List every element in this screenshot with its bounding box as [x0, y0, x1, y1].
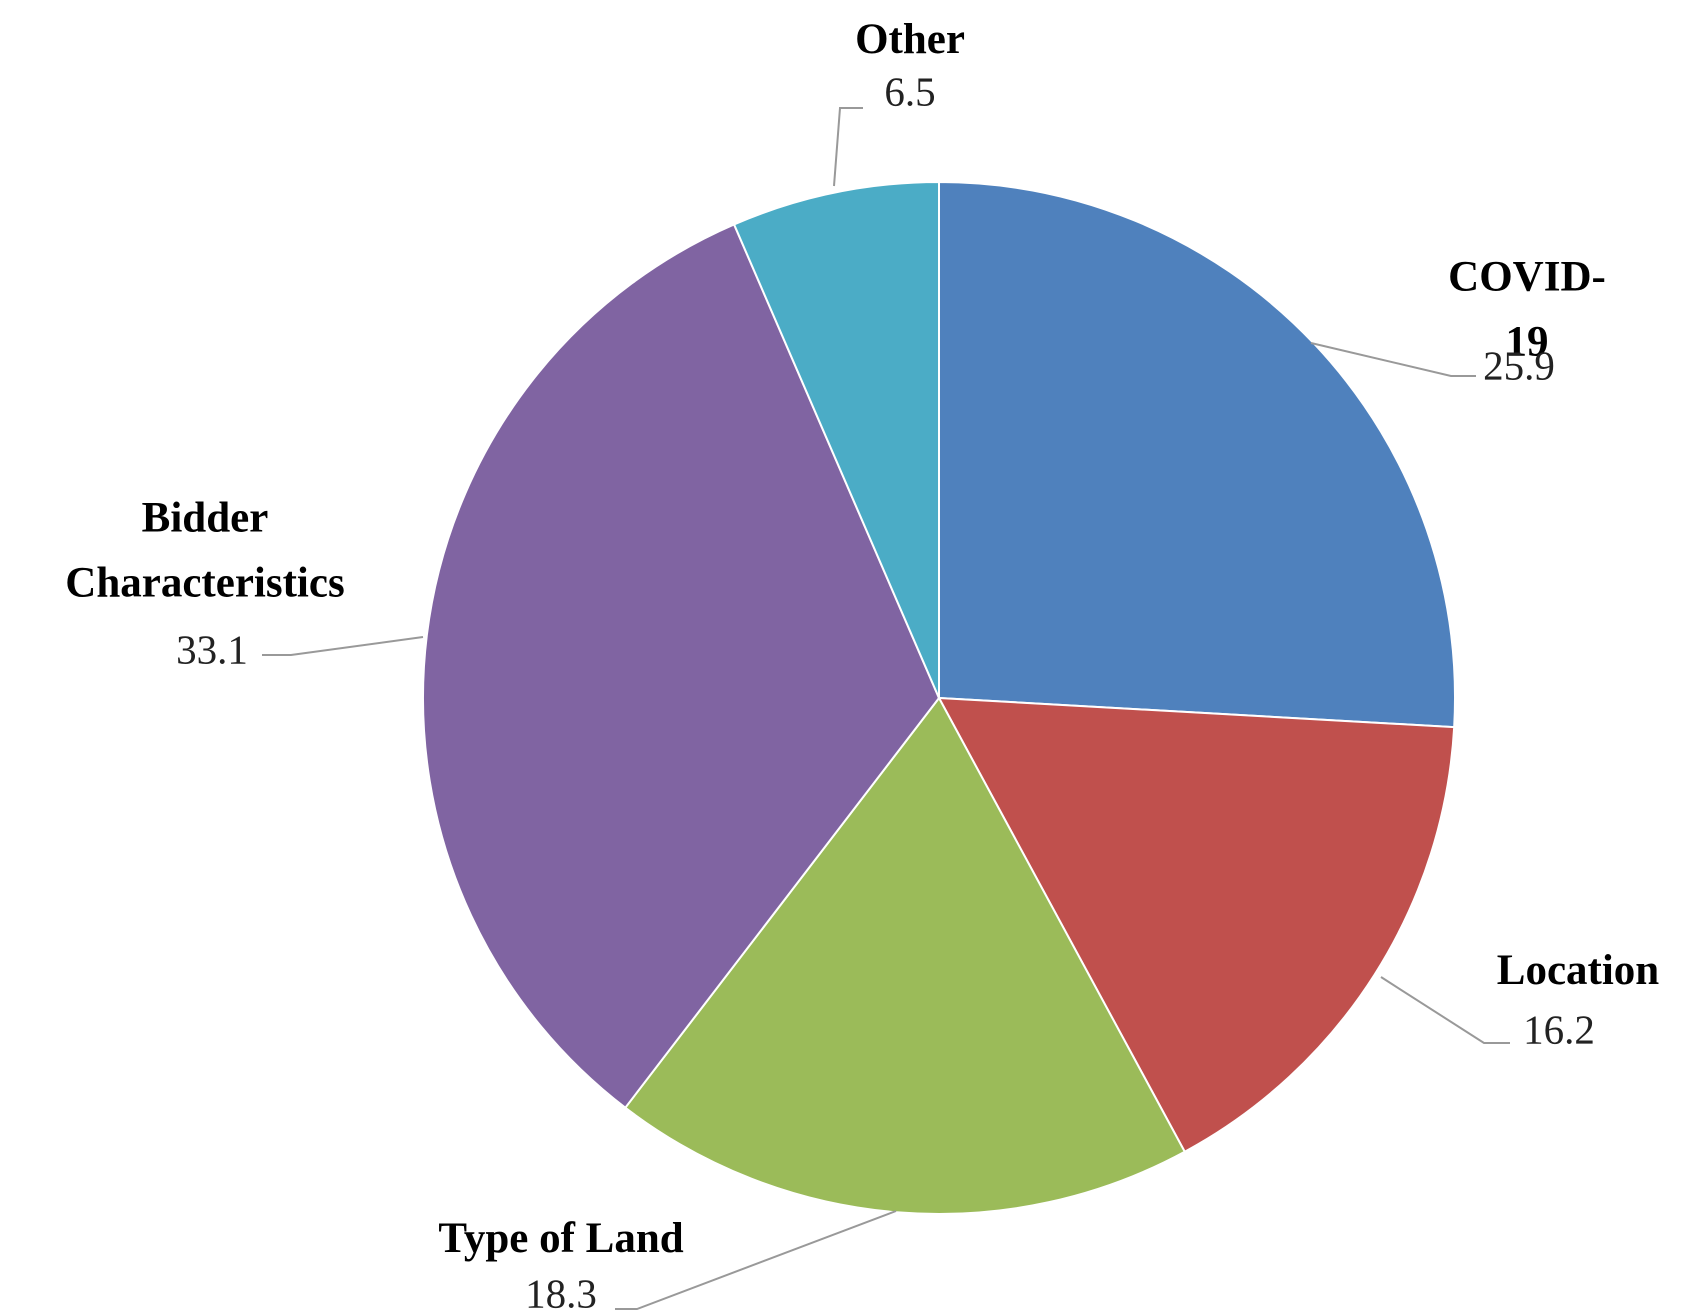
pie-slice: [938, 180, 1456, 729]
slice-label: Other: [855, 15, 965, 63]
value-label: 16.2: [1523, 1006, 1595, 1053]
pie-slice: [623, 696, 1187, 1215]
slice-label: COVID-19: [1448, 253, 1606, 366]
pie-slice: [422, 223, 941, 1110]
value-label: 18.3: [525, 1270, 597, 1314]
leader-line: [615, 1210, 897, 1310]
leader-line: [262, 636, 424, 656]
pie-slice: [937, 696, 1456, 1154]
value-label: 25.9: [1483, 342, 1555, 389]
slice-label: Type of Land: [438, 1214, 684, 1262]
leader-line: [1310, 342, 1476, 377]
value-label: 6.5: [884, 68, 936, 115]
value-label: 33.1: [176, 626, 248, 673]
slice-label: Bidder Characteristics: [65, 494, 345, 607]
leader-line: [833, 107, 863, 187]
pie-slice: [732, 180, 940, 699]
slice-label: Location: [1496, 946, 1660, 994]
leader-line: [1380, 976, 1510, 1044]
